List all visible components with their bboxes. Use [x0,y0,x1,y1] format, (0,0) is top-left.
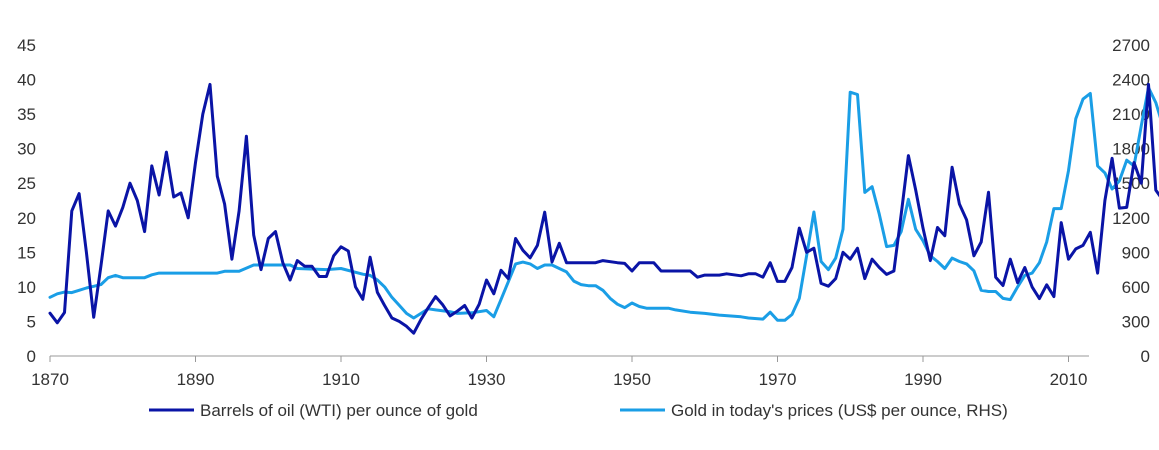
right-axis-tick-label: 0 [1141,347,1150,366]
left-axis-tick-label: 5 [27,312,36,331]
left-axis-tick-label: 45 [17,36,36,55]
left-axis-tick-label: 10 [17,278,36,297]
x-axis-tick-label: 1970 [759,370,797,389]
right-axis-tick-label: 2700 [1112,36,1150,55]
x-axis-tick-label: 1990 [904,370,942,389]
right-axis-tick-label: 2100 [1112,105,1150,124]
oil-per-gold-series-line [48,82,1159,335]
left-axis-tick-label: 25 [17,174,36,193]
legend-label: Gold in today's prices (US$ per ounce, R… [671,401,1008,420]
right-axis-tick-label: 300 [1122,312,1150,331]
x-axis-tick-label: 1950 [613,370,651,389]
left-axis-tick-label: 20 [17,209,36,228]
left-axis-tick-label: 40 [17,71,36,90]
x-axis-tick-label: 1890 [177,370,215,389]
legend-item-gold-price: Gold in today's prices (US$ per ounce, R… [620,401,1008,420]
x-axis-tick-labels: 1870 1890 1910 1930 1950 1970 1990 2010 [31,356,1087,389]
x-axis-tick-label: 1910 [322,370,360,389]
right-axis-tick-label: 1800 [1112,140,1150,159]
left-axis-tick-label: 35 [17,105,36,124]
left-axis-tick-label: 15 [17,243,36,262]
x-axis-tick-label: 1930 [468,370,506,389]
x-axis-tick-label: 2010 [1050,370,1088,389]
gold-price-series-line [48,86,1159,322]
right-axis-tick-label: 600 [1122,278,1150,297]
right-axis-tick-label: 900 [1122,243,1150,262]
right-axis-tick-label: 2400 [1112,71,1150,90]
x-axis-tick-label: 1870 [31,370,69,389]
legend-label: Barrels of oil (WTI) per ounce of gold [200,401,478,420]
series-lines [48,82,1159,335]
left-axis-tick-labels: 0 5 10 15 20 25 30 35 40 45 [17,36,36,366]
left-axis-tick-label: 0 [27,347,36,366]
right-axis-tick-label: 1200 [1112,209,1150,228]
left-axis-tick-label: 30 [17,140,36,159]
legend-item-oil-per-gold: Barrels of oil (WTI) per ounce of gold [149,401,478,420]
legend: Barrels of oil (WTI) per ounce of gold Go… [149,401,1008,420]
